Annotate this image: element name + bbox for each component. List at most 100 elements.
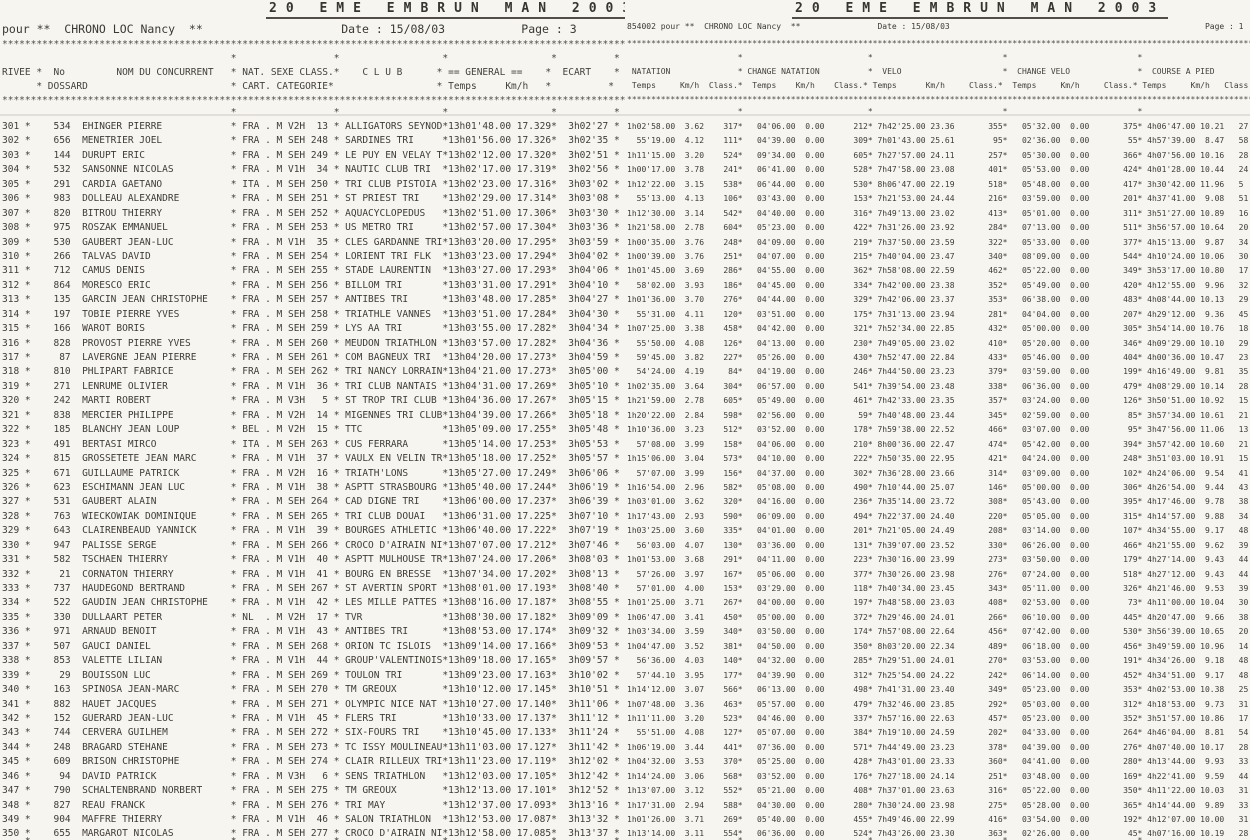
result-row: 56'03.00 4.07 130* 03'36.00 0.00 131* 7h… [627, 540, 1249, 550]
result-row: 320 * 242 MARTI ROBERT * FRA . M V3H 5 *… [2, 395, 620, 407]
result-row: 54'24.00 4.19 84* 04'19.00 0.00 246* 7h4… [627, 367, 1249, 377]
result-row: 1h21'58.00 2.78 604* 05'23.00 0.00 422* … [627, 223, 1249, 233]
result-row: 1h02'58.00 3.62 317* 04'06.00 0.00 212* … [627, 122, 1249, 131]
result-row: 1h13'07.00 3.12 552* 05'21.00 0.00 408* … [627, 786, 1249, 796]
result-row: 306 * 983 DOLLEAU ALEXANDRE * FRA . M SE… [2, 193, 620, 205]
result-row: 1h01'45.00 3.69 286* 04'55.00 0.00 362* … [627, 266, 1249, 276]
column-headers-left-1: RIVEE * No NOM DU CONCURRENT * NAT. SEXE… [2, 67, 620, 78]
result-row: 350 * 655 MARGAROT NICOLAS * FRA . M SEH… [2, 828, 620, 840]
result-row: 57'07.00 3.99 156* 04'37.00 0.00 302* 7h… [627, 468, 1249, 478]
result-row: 301 * 534 EHINGER PIERRE * FRA . M V2H 1… [2, 121, 620, 132]
result-row: 332 * 21 CORNATON THIERRY * FRA . M V1H … [2, 568, 620, 580]
result-row: 55'50.00 4.08 126* 04'13.00 0.00 230* 7h… [627, 338, 1249, 348]
column-rule-line: * * * * [627, 107, 1143, 116]
result-row: 322 * 185 BLANCHY JEAN LOUP * BEL . M V2… [2, 424, 620, 436]
result-row: 57'44.10 3.95 177* 04'39.90 0.00 312* 7h… [627, 670, 1249, 680]
result-row: 310 * 266 TALVAS DAVID * FRA . M SEH 254… [2, 250, 620, 262]
result-row: 1h14'24.00 3.06 568* 03'52.00 0.00 176* … [627, 771, 1249, 781]
result-row: 327 * 531 GAUBERT ALAIN * FRA . M SEH 26… [2, 496, 620, 508]
result-row: 1h06'47.00 3.41 450* 05'00.00 0.00 372* … [627, 612, 1249, 622]
result-row: 329 * 643 CLAIRENBEAUD YANNICK * FRA . M… [2, 525, 620, 537]
result-row: 1h02'35.00 3.64 304* 06'57.00 0.00 541* … [627, 381, 1249, 391]
result-row: 1h01'25.00 3.71 267* 04'00.00 0.00 197* … [627, 598, 1249, 608]
result-row: 1h07'48.00 3.36 463* 05'57.00 0.00 479* … [627, 699, 1249, 709]
meta-line-left: pour ** CHRONO LOC Nancy ** Date : 15/08… [2, 22, 577, 36]
result-row: 55'31.00 4.11 120* 03'51.00 0.00 175* 7h… [627, 309, 1249, 319]
result-row: 313 * 135 GARCIN JEAN CHRISTOPHE * FRA .… [2, 294, 620, 306]
result-row: 59'45.00 3.82 227* 05'26.00 0.00 430* 7h… [627, 353, 1249, 362]
result-row: 1h00'17.00 3.78 241* 06'41.00 0.00 528* … [627, 165, 1249, 175]
result-row: 1h13'14.00 3.11 554* 06'36.00 0.00 524* … [627, 829, 1249, 839]
result-row: 311 * 712 CAMUS DENIS * FRA . M SEH 255 … [2, 265, 620, 277]
result-row: 308 * 975 ROSZAK EMMANUEL * FRA . M SEH … [2, 222, 620, 234]
result-row: 1h17'43.00 2.93 590* 06'09.00 0.00 494* … [627, 511, 1249, 521]
result-row: 1h11'11.00 3.20 523* 04'46.00 0.00 337* … [627, 713, 1249, 723]
result-row: 1h16'54.00 2.96 582* 05'08.00 0.00 490* … [627, 482, 1249, 492]
result-row: 312 * 864 MORESCO ERIC * FRA . M SEH 256… [2, 279, 620, 291]
separator-line: ****************************************… [627, 39, 1250, 48]
result-row: 307 * 820 BITROU THIERRY * FRA . M SEH 2… [2, 207, 620, 219]
result-row: 348 * 827 REAU FRANCK * FRA . M SEH 276 … [2, 799, 620, 811]
separator-line: ****************************************… [2, 95, 625, 106]
result-row: 316 * 828 PROVOST PIERRE YVES * FRA . M … [2, 337, 620, 349]
result-row: 1h11'15.00 3.20 524* 09'34.00 0.00 605* … [627, 150, 1249, 160]
result-row: 337 * 507 GAUCI DANIEL * FRA . M SEH 268… [2, 640, 620, 652]
result-row: 1h17'31.00 2.94 588* 04'30.00 0.00 280* … [627, 800, 1249, 810]
result-row: 1h01'53.00 3.68 291* 04'11.00 0.00 223* … [627, 555, 1249, 565]
result-row: 1h03'25.00 3.60 335* 04'01.00 0.00 201* … [627, 526, 1249, 536]
result-row: 334 * 522 GAUDIN JEAN CHRISTOPHE * FRA .… [2, 597, 620, 609]
result-row: 344 * 248 BRAGARD STEHANE * FRA . M SEH … [2, 741, 620, 753]
result-row: 1h07'25.00 3.38 458* 04'42.00 0.00 321* … [627, 324, 1249, 334]
result-row: 1h03'01.00 3.62 320* 04'16.00 0.00 236* … [627, 497, 1249, 507]
result-row: 319 * 271 LENRUME OLIVIER * FRA . M V1H … [2, 380, 620, 392]
result-row: 339 * 29 BOUISSON LUC * FRA . M SEH 269 … [2, 669, 620, 681]
result-row: 323 * 491 BERTASI MIRCO * ITA . M SEH 26… [2, 438, 620, 450]
result-row: 321 * 838 MERCIER PHILIPPE * FRA . M V2H… [2, 409, 620, 421]
result-row: 345 * 609 BRISON CHRISTOPHE * FRA . M SE… [2, 756, 620, 768]
result-row: 340 * 163 SPINOSA JEAN-MARC * FRA . M SE… [2, 684, 620, 696]
result-row: 326 * 623 ESCHIMANN JEAN LUC * FRA . M V… [2, 481, 620, 493]
result-row: 57'26.00 3.97 167* 05'06.00 0.00 377* 7h… [627, 569, 1249, 579]
result-row: 1h10'36.00 3.23 512* 03'52.00 0.00 178* … [627, 425, 1249, 435]
result-row: 304 * 532 SANSONNE NICOLAS * FRA . M V1H… [2, 164, 620, 176]
result-row: 349 * 904 MAFFRE THIERRY * FRA . M V1H 4… [2, 814, 620, 825]
result-row: 341 * 882 HAUET JACQUES * FRA . M SEH 27… [2, 698, 620, 710]
result-row: 1h04'47.00 3.52 381* 04'50.00 0.00 350* … [627, 641, 1249, 651]
result-row: 315 * 166 WAROT BORIS * FRA . M SEH 259 … [2, 323, 620, 335]
result-row: 346 * 94 DAVID PATRICK * FRA . M V3H 6 *… [2, 770, 620, 782]
column-rule-line: * * * * [627, 836, 1143, 840]
column-rule-line: * * * * * [2, 107, 620, 118]
result-row: 1h20'22.00 2.84 598* 02'56.00 0.00 59* 7… [627, 410, 1249, 420]
page-left-general-results: 20 EME EMBRUN MAN 2003 pour ** CHRONO LO… [2, 1, 625, 840]
result-row: 1h03'34.00 3.59 340* 03'50.00 0.00 174* … [627, 627, 1249, 637]
result-row: 55'51.00 4.08 127* 05'07.00 0.00 384* 7h… [627, 728, 1249, 738]
result-row: 336 * 971 ARNAUD BENOIT * FRA . M V1H 43… [2, 626, 620, 638]
result-row: 1h00'39.00 3.76 251* 04'07.00 0.00 215* … [627, 251, 1249, 261]
result-row: 55'13.00 4.13 106* 03'43.00 0.00 153* 7h… [627, 194, 1249, 204]
result-row: 347 * 790 SCHALTENBRAND NORBERT * FRA . … [2, 785, 620, 797]
result-row: 317 * 87 LAVERGNE JEAN PIERRE * FRA . M … [2, 352, 620, 363]
result-row: 1h21'59.00 2.78 605* 05'49.00 0.00 461* … [627, 396, 1249, 406]
scan-artifact-line [0, 114, 1250, 116]
result-row: 335 * 330 DULLAART PETER * NL . M V2H 17… [2, 611, 620, 623]
result-row: 57'01.00 4.00 153* 03'29.00 0.00 118* 7h… [627, 584, 1249, 593]
results-rows-right: 1h02'58.00 3.62 317* 04'06.00 0.00 212* … [627, 120, 1248, 840]
event-title-left: 20 EME EMBRUN MAN 2003 [266, 1, 625, 19]
page-right-split-times: 20 EME EMBRUN MAN 2003 854002 pour ** CH… [625, 0, 1250, 840]
result-row: 1h12'30.00 3.14 542* 04'40.00 0.00 316* … [627, 208, 1249, 218]
result-row: 305 * 291 CARDIA GAETANO * ITA . M SEH 2… [2, 178, 620, 190]
result-row: 58'02.00 3.93 186* 04'45.00 0.00 334* 7h… [627, 280, 1249, 290]
result-row: 55'19.00 4.12 111* 04'39.00 0.00 309* 7h… [627, 136, 1249, 146]
meta-line-right: 854002 pour ** CHRONO LOC Nancy ** Date … [627, 22, 1244, 31]
result-row: 314 * 197 TOBIE PIERRE YVES * FRA . M SE… [2, 308, 620, 320]
result-row: 303 * 144 DURUPT ERIC * FRA . M SEH 249 … [2, 149, 620, 161]
result-row: 1h01'26.00 3.71 269* 05'40.00 0.00 455* … [627, 815, 1249, 824]
separator-line: ****************************************… [627, 95, 1250, 104]
result-row: 338 * 853 VALETTE LILIAN * FRA . M V1H 4… [2, 655, 620, 667]
result-row: 343 * 744 CERVERA GUILHEM * FRA . M SEH … [2, 727, 620, 739]
result-row: 1h01'36.00 3.70 276* 04'44.00 0.00 329* … [627, 295, 1249, 305]
column-rule-line: * * * * * [2, 53, 620, 64]
column-headers-right-1: NATATION * CHANGE NATATION * VELO * CHAN… [627, 67, 1215, 76]
results-rows-left: 301 * 534 EHINGER PIERRE * FRA . M V2H 1… [2, 120, 620, 840]
result-row: 328 * 763 WIECKOWIAK DOMINIQUE * FRA . M… [2, 510, 620, 522]
